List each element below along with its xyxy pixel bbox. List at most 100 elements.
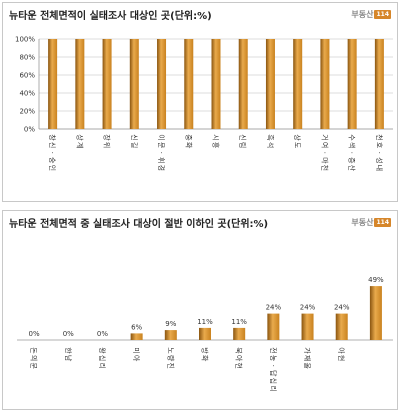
category-label-char: 북 xyxy=(235,347,243,354)
bar xyxy=(130,333,143,340)
category-label-char: 돈 xyxy=(30,347,38,354)
category-label-char: 울 xyxy=(303,362,311,369)
category-label-char: 휘 xyxy=(157,157,166,163)
category-label-char: 신 xyxy=(130,134,139,140)
bar xyxy=(335,313,348,340)
category-label-char: · xyxy=(348,152,356,154)
bar xyxy=(301,313,314,340)
data-label: 49% xyxy=(368,276,384,284)
y-tick-label: 20% xyxy=(19,108,35,116)
bar xyxy=(164,330,177,340)
data-label: 11% xyxy=(197,318,213,326)
brand-badge: 114 xyxy=(374,218,391,227)
brand-name: 부동산 xyxy=(351,218,374,227)
category-label-char: 리 xyxy=(98,362,107,368)
bar xyxy=(347,39,357,129)
category-label-char: 창 xyxy=(48,134,56,141)
category-label-char: 천 xyxy=(320,165,329,171)
category-label-char: 산 xyxy=(348,165,357,172)
bar xyxy=(184,39,194,129)
category-label-char: 답 xyxy=(269,370,278,377)
bar xyxy=(320,39,330,129)
category-label-char: 흥 xyxy=(212,142,221,149)
category-label-char: 문 xyxy=(157,142,165,149)
category-label-char: 증 xyxy=(348,157,356,164)
category-label-char: 경 xyxy=(157,165,166,171)
bar xyxy=(102,39,112,129)
category-label-char: 아 xyxy=(337,347,346,354)
category-label-char: 마 xyxy=(320,157,329,164)
data-label: 6% xyxy=(131,323,142,331)
y-tick-label: 0% xyxy=(24,126,35,134)
category-label-char: 거 xyxy=(320,134,329,140)
category-label-char: 십 xyxy=(98,355,107,361)
chart-panel-1: 뉴타운 전체면적이 실태조사 대상인 곳(단위:%) 부동산 114 0% 20% 4… xyxy=(2,2,398,202)
category-label-char: 리 xyxy=(269,385,278,391)
category-label-char: 성 xyxy=(375,157,384,163)
bar xyxy=(75,39,85,129)
category-label-char: 현 xyxy=(235,362,243,368)
category-label-char: 장 xyxy=(103,134,112,141)
bar xyxy=(211,39,221,129)
category-label-char: 문 xyxy=(30,362,38,369)
category-label-char: 위 xyxy=(103,142,111,148)
category-label-char: 내 xyxy=(375,165,384,171)
y-tick-label: 100% xyxy=(15,36,35,44)
bar xyxy=(265,39,275,129)
category-label-char: 방 xyxy=(201,347,210,354)
category-label-char: 호 xyxy=(375,142,383,149)
data-label: 0% xyxy=(29,330,40,338)
chart-plot-2: 0% 0% 0%6% 9% 11% 11%24% 24% 24%49%돈의문한남왕십리미아노량… xyxy=(17,276,393,392)
data-label: 24% xyxy=(300,304,316,312)
y-tick-label: 40% xyxy=(19,90,35,98)
category-label-char: 여 xyxy=(320,142,329,148)
category-label-char: 가 xyxy=(303,347,312,354)
category-label-char: 십 xyxy=(269,378,278,384)
category-label-char: 중 xyxy=(184,134,192,141)
category-label-char: 인 xyxy=(48,165,57,171)
category-label-char: 도 xyxy=(293,142,301,149)
category-label-char: 길 xyxy=(130,142,138,148)
category-label-char: 아 xyxy=(132,355,141,362)
data-label: 9% xyxy=(165,320,176,328)
category-label-char: · xyxy=(157,152,165,154)
category-label-char: 화 xyxy=(184,142,192,149)
category-label-char: 한 xyxy=(64,347,72,354)
y-tick-label: 60% xyxy=(19,72,35,80)
data-label: 24% xyxy=(266,304,282,312)
category-label-char: 수 xyxy=(348,134,356,141)
brand-name: 부동산 xyxy=(351,10,374,19)
bar xyxy=(238,39,248,129)
chart-plot-1: 0%20%40%60%80%100%창신·숭인상계장위신길이문·휘경중화시흥신림… xyxy=(15,36,393,172)
bar xyxy=(374,39,384,129)
category-label-char: 흑 xyxy=(266,134,275,141)
brand-logo: 부동산 114 xyxy=(351,7,391,22)
category-label-char: 현 xyxy=(337,355,345,361)
category-label-char: 남 xyxy=(64,355,73,362)
category-label-char: · xyxy=(375,152,383,154)
category-label-char: 계 xyxy=(75,142,84,148)
category-label-char: 석 xyxy=(266,142,275,148)
bar xyxy=(199,327,211,340)
category-label-char: · xyxy=(48,152,56,154)
category-label-char: · xyxy=(320,152,328,154)
category-label-char: 색 xyxy=(348,142,357,148)
category-label-char: 이 xyxy=(157,134,166,140)
category-label-char: 림 xyxy=(239,142,247,148)
category-label-char: 농 xyxy=(269,355,277,362)
brand-logo: 부동산 114 xyxy=(351,215,391,230)
category-label-char: 재 xyxy=(303,355,311,361)
bar xyxy=(233,327,246,340)
category-label-char: 전 xyxy=(269,347,278,353)
y-tick-label: 80% xyxy=(19,54,35,62)
category-label-char: · xyxy=(269,365,277,367)
category-label-char: 상 xyxy=(293,134,302,141)
category-label-char: 숭 xyxy=(48,157,56,164)
category-label-char: 의 xyxy=(30,355,39,361)
bar xyxy=(157,39,167,129)
chart-title: 뉴타운 전체면적이 실태조사 대상인 곳(단위:%) xyxy=(9,11,212,22)
data-label: 0% xyxy=(63,330,74,338)
category-label-char: 왕 xyxy=(98,347,107,354)
bar xyxy=(293,39,303,129)
chart-title: 뉴타운 전체면적 중 실태조사 대상이 절반 이하인 곳(단위:%) xyxy=(9,219,269,230)
